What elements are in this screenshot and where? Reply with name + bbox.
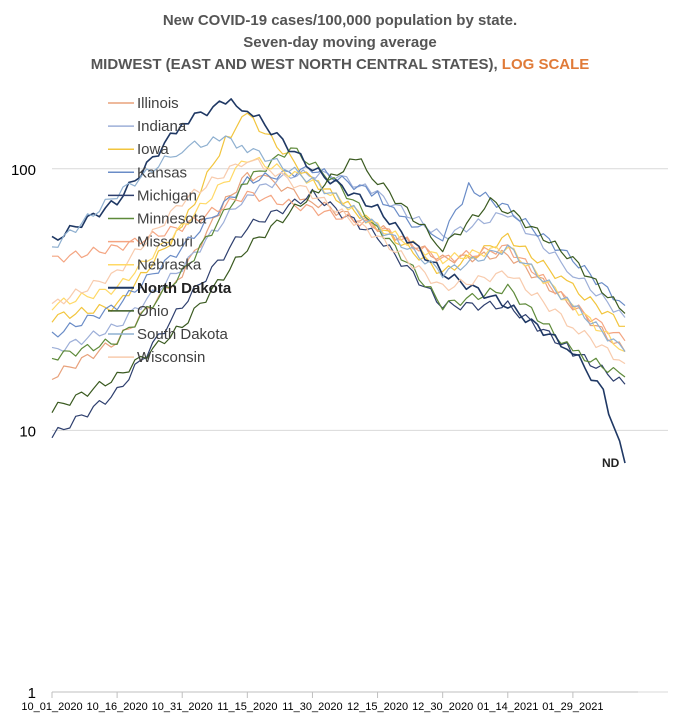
legend-entry-ohio: Ohio	[137, 303, 169, 320]
x-tick-label: 11_15_2020	[217, 701, 277, 713]
legend-entry-kansas: Kansas	[137, 164, 187, 181]
series-line-north-dakota	[51, 98, 626, 464]
series-line-kansas	[51, 165, 626, 338]
title-line-3-main: MIDWEST (EAST AND WEST NORTH CENTRAL STA…	[90, 56, 498, 73]
x-tick-label: 01_29_2021	[542, 701, 603, 713]
series-line-south-dakota	[51, 135, 626, 352]
x-tick-label: 10_01_2020	[21, 701, 82, 713]
x-tick-label: 10_31_2020	[152, 701, 213, 713]
x-tick-label: 10_16_2020	[87, 701, 148, 713]
series-line-iowa	[51, 112, 625, 327]
chart-title: New COVID-19 cases/100,000 population by…	[0, 10, 680, 76]
title-line-3-highlight: LOG SCALE	[501, 56, 590, 73]
legend-entry-nebraska: Nebraska	[137, 257, 202, 274]
x-tick-label: 01_14_2021	[477, 701, 538, 713]
title-line-1: New COVID-19 cases/100,000 population by…	[162, 12, 518, 29]
y-tick-label: 100	[11, 162, 36, 179]
series-line-wisconsin	[51, 158, 626, 365]
legend-entry-wisconsin: Wisconsin	[137, 349, 205, 366]
legend-entry-michigan: Michigan	[137, 187, 197, 204]
series-group	[51, 98, 626, 464]
legend-entry-indiana: Indiana	[137, 118, 187, 135]
legend-entry-north-dakota: North Dakota	[137, 280, 232, 297]
y-tick-label: 10	[19, 423, 36, 440]
series-line-missouri	[52, 190, 626, 342]
legend-entry-illinois: Illinois	[137, 95, 179, 112]
legend-entry-iowa: Iowa	[137, 141, 169, 158]
legend-entry-south-dakota: South Dakota	[137, 326, 229, 343]
x-tick-label: 11_30_2020	[282, 701, 342, 713]
legend: Illinois Indiana Iowa Kansas Michigan Minneso…	[108, 95, 232, 366]
series-line-ohio	[51, 158, 626, 413]
annotations: ND	[602, 456, 620, 470]
series-line-indiana	[51, 169, 626, 353]
y-tick-label: 1	[28, 685, 36, 702]
series-line-minnesota	[51, 147, 626, 378]
x-tick-label: 12_15_2020	[347, 701, 408, 713]
title-line-2: Seven-day moving average	[243, 34, 437, 51]
x-tick-label: 12_30_2020	[412, 701, 473, 713]
title-line-3: MIDWEST (EAST AND WEST NORTH CENTRAL STA…	[0, 54, 680, 76]
axes: 1 10 100 10_01_2020 10_16_2020 10_31_2020 11_1…	[11, 162, 638, 713]
annotation-nd: ND	[602, 456, 620, 470]
legend-entry-missouri: Missouri	[137, 234, 193, 251]
legend-entry-minnesota: Minnesota	[137, 211, 207, 228]
